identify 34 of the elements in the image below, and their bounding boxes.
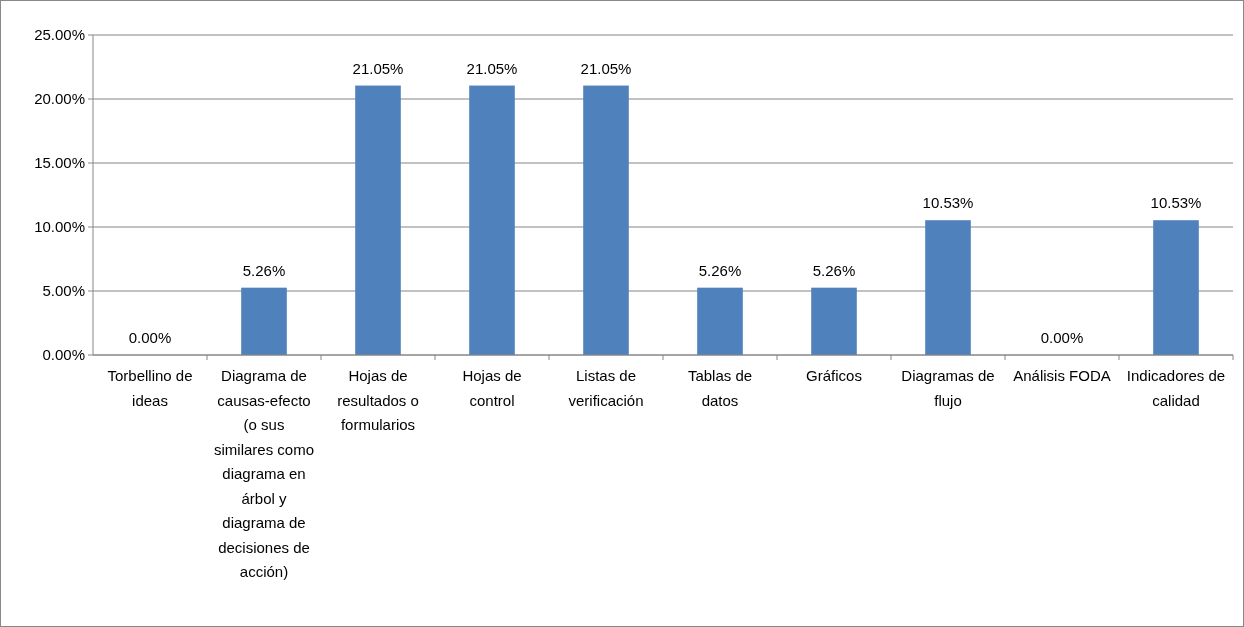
category-label: Diagrama de causas-efecto (o sus similares como diagrama en árbol y diagrama de decisiones de acción): [213, 367, 315, 580]
data-label: 5.26%: [812, 261, 856, 279]
y-tick-label: 10.00%: [34, 218, 85, 236]
bar: [241, 287, 287, 355]
x-tick-label: Listas de verificación: [568, 367, 644, 409]
y-tick-label: 15.00%: [34, 154, 85, 172]
bar: [925, 220, 971, 355]
x-tick-label: Hojas de control: [462, 367, 522, 409]
y-tick-label: 5.00%: [42, 282, 85, 300]
data-label: 0.00%: [128, 329, 172, 346]
bar: [811, 287, 857, 355]
x-tick-label: Análisis FODA: [1013, 367, 1111, 384]
y-tick-label: 0.00%: [42, 346, 85, 364]
x-tick-label: Gráficos: [806, 367, 862, 384]
x-tick-label: Torbellino de ideas: [107, 367, 193, 409]
bar: [469, 85, 515, 355]
data-label: 5.26%: [242, 261, 286, 279]
bar: [355, 85, 401, 355]
bar: [583, 85, 629, 355]
data-label: 0.00%: [1040, 329, 1084, 346]
x-tick-label: Diagramas de flujo: [901, 367, 995, 409]
x-tick-label: Hojas de resultados o formularios: [337, 367, 419, 433]
y-tick-label: 20.00%: [34, 90, 85, 108]
data-label: 10.53%: [922, 194, 974, 212]
y-tick-label: 25.00%: [34, 26, 85, 44]
x-tick-label: Tablas de datos: [687, 367, 753, 409]
data-label: 21.05%: [580, 59, 632, 77]
data-label: 10.53%: [1150, 194, 1202, 212]
data-label: 21.05%: [352, 59, 404, 77]
data-label: 21.05%: [466, 59, 518, 77]
bar: [1153, 220, 1199, 355]
x-tick-label: Indicadores de calidad: [1126, 367, 1226, 409]
bar: [697, 287, 743, 355]
data-label: 5.26%: [698, 261, 742, 279]
